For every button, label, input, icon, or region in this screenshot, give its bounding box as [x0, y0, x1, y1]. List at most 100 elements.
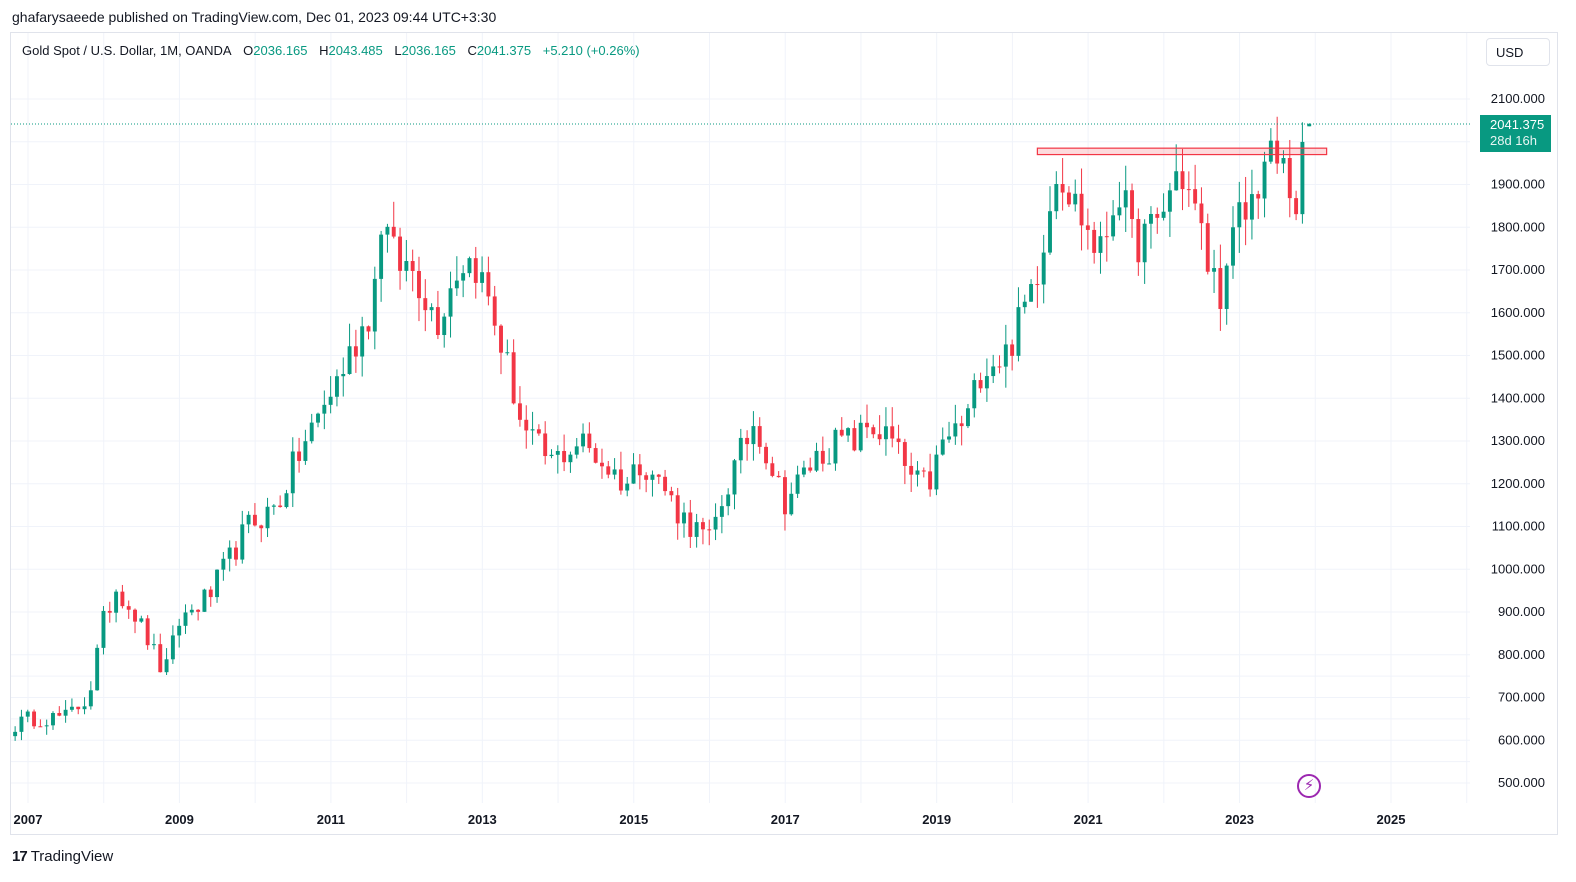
tradingview-brand[interactable]: 17 TradingView: [12, 848, 113, 865]
candle-body: [1022, 301, 1027, 308]
candle-body: [366, 326, 371, 332]
candle-body: [745, 437, 750, 445]
candle-body: [1136, 219, 1141, 263]
candle-body: [921, 470, 926, 472]
candle-body: [1066, 192, 1071, 205]
candle-body: [732, 460, 737, 495]
y-tick-label: 700.000: [1498, 690, 1545, 705]
candle-body: [284, 493, 289, 508]
candle-body: [215, 569, 220, 598]
candle-body: [1048, 211, 1052, 253]
candle-body: [189, 609, 194, 613]
candle-body: [530, 429, 535, 431]
candle-body: [1300, 141, 1305, 215]
candle-body: [820, 450, 825, 464]
candle-body: [511, 352, 516, 404]
symbol-title[interactable]: Gold Spot / U.S. Dollar, 1M, OANDA: [22, 43, 232, 58]
candle-body: [404, 261, 409, 271]
candle-body: [991, 366, 996, 377]
candle-body: [656, 474, 661, 477]
candle-body: [1180, 171, 1185, 190]
candle-body: [707, 529, 712, 531]
candle-body: [158, 644, 163, 673]
candle-body: [536, 429, 541, 434]
lightning-bolt-icon[interactable]: ⚡: [1297, 774, 1321, 798]
candle-body: [461, 273, 466, 281]
candle-body: [139, 618, 144, 622]
chart-frame: [10, 32, 1558, 835]
candle-body: [265, 506, 270, 529]
y-tick-label: 1100.000: [1492, 519, 1545, 534]
legend-low: L2036.165: [394, 43, 456, 58]
y-tick-label: 900.000: [1498, 604, 1545, 619]
candle-body: [1079, 193, 1084, 226]
candle-body: [221, 558, 226, 570]
candle-body: [316, 413, 320, 423]
candle-body: [234, 547, 238, 560]
candle-body: [1186, 189, 1191, 191]
y-tick-label: 1700.000: [1491, 262, 1545, 277]
candle-body: [1092, 229, 1097, 253]
candle-body: [1294, 198, 1299, 215]
x-axis: 2007 2009 2011 2013 2015 2017 2019 2021 2023 2025: [14, 812, 1406, 827]
y-tick-label: 1200.000: [1491, 476, 1545, 491]
candle-body: [517, 403, 522, 420]
legend-close: C2041.375: [467, 43, 532, 58]
candle-body: [505, 352, 510, 354]
y-tick-label: 1300.000: [1491, 433, 1545, 448]
candle-body: [126, 606, 131, 610]
y-tick-label: 600.000: [1498, 732, 1545, 747]
candle-body: [637, 464, 642, 476]
candle-body: [391, 226, 396, 237]
candle-body: [858, 422, 863, 451]
candle-body: [120, 591, 125, 607]
candle-body: [682, 512, 686, 524]
x-tick-label: 2009: [165, 812, 194, 827]
brand-name: TradingView: [30, 848, 114, 865]
candle-body: [795, 474, 800, 494]
candle-body: [1281, 158, 1286, 164]
candle-body: [63, 709, 68, 716]
candle-body: [88, 690, 93, 707]
candle-body: [1029, 284, 1034, 302]
candle-body: [208, 589, 213, 598]
candle-body: [1111, 215, 1116, 237]
bar-countdown: 28d 16h: [1490, 133, 1537, 148]
candle-body: [612, 469, 617, 475]
candle-body: [562, 451, 567, 463]
candle-body: [587, 433, 592, 449]
candle-body: [38, 726, 43, 728]
candle-body: [467, 258, 472, 274]
candle-body: [303, 441, 308, 461]
candle-body: [1003, 344, 1008, 367]
candle-body: [435, 307, 440, 336]
candle-body: [827, 463, 832, 465]
candle-body: [1287, 158, 1292, 199]
candle-body: [1149, 213, 1153, 224]
candle-body: [347, 346, 352, 374]
candle-body: [95, 647, 100, 691]
candle-body: [1123, 190, 1128, 208]
candle-body: [480, 272, 485, 283]
candle-body: [246, 514, 251, 525]
candle-body: [865, 422, 869, 428]
candle-body: [13, 731, 18, 737]
candle-body: [1073, 193, 1078, 205]
candle-body: [1205, 223, 1210, 272]
candle-body: [1054, 184, 1059, 212]
candle-body: [1262, 161, 1267, 199]
candle-body: [675, 495, 680, 524]
candle-body: [1167, 190, 1172, 212]
resistance-zone: [1036, 147, 1328, 156]
candle-body: [278, 505, 283, 508]
candle-body: [328, 396, 333, 405]
candle-body: [271, 505, 276, 507]
candle-body: [1161, 211, 1166, 218]
x-tick-label: 2007: [14, 812, 43, 827]
currency-button[interactable]: USD: [1486, 38, 1550, 66]
grid: [11, 33, 1470, 803]
candle-body: [997, 366, 1002, 368]
candle-body: [133, 609, 137, 622]
last-price-value: 2041.375: [1490, 117, 1545, 132]
